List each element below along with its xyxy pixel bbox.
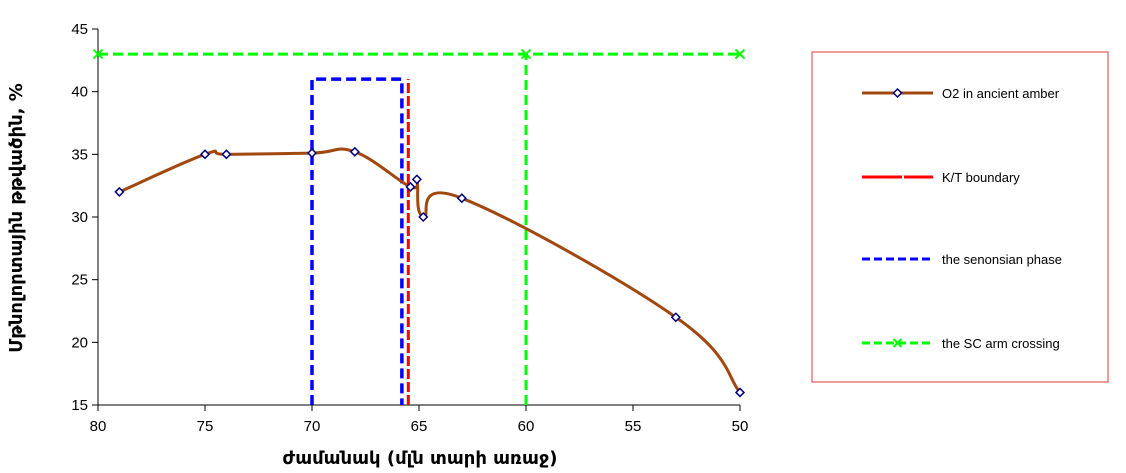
y-tick-label: 40 — [71, 84, 88, 101]
data-point-o2 — [221, 149, 232, 160]
data-point-sc-arm — [92, 48, 104, 60]
y-tick-label: 30 — [71, 209, 88, 226]
x-tick-label: 50 — [732, 418, 749, 435]
legend-o2-label: O2 in ancient amber — [942, 86, 1060, 101]
x-axis-title: ժամանակ (մլն տարի առաջ) — [283, 448, 558, 469]
legend-sc-arm-marker — [892, 338, 903, 348]
legend-box — [811, 51, 1109, 383]
legend: O2 in ancient amber K/T boundary the senon… — [811, 51, 1109, 383]
legend-o2-marker — [892, 87, 903, 99]
legend-kt-boundary-label: K/T boundary — [942, 170, 1020, 185]
y-tick-label: 45 — [71, 21, 88, 38]
legend-sc-arm-label: the SC arm crossing — [942, 336, 1060, 351]
data-point-sc-arm — [734, 48, 746, 60]
data-point-o2 — [306, 148, 318, 159]
data-point-o2 — [734, 387, 746, 398]
y-tick-label: 35 — [71, 146, 88, 163]
y-tick-label: 15 — [71, 397, 88, 414]
data-point-o2 — [405, 181, 416, 192]
y-tick-label: 20 — [71, 334, 88, 351]
series-line-senonian — [310, 77, 404, 405]
data-point-sc-arm — [520, 48, 532, 60]
series-line-o2 — [118, 147, 742, 394]
data-point-o2 — [114, 186, 125, 197]
x-tick-label: 75 — [197, 418, 214, 435]
x-tick-label: 65 — [411, 418, 428, 435]
axes: 15 20 25 30 35 40 45 80 75 70 65 60 55 50 — [71, 21, 748, 435]
x-tick-label: 70 — [304, 418, 321, 435]
data-point-o2 — [199, 149, 211, 160]
plot-area — [92, 48, 746, 405]
y-tick-label: 25 — [71, 272, 88, 289]
data-point-o2 — [349, 146, 360, 157]
data-point-o2 — [670, 312, 681, 323]
x-tick-label: 60 — [518, 418, 535, 435]
data-point-o2 — [418, 211, 429, 223]
y-axis-title: Մթնոլորտային թթվածին, % — [6, 83, 27, 353]
legend-senonian-label: the senonsian phase — [942, 252, 1062, 267]
data-point-o2 — [411, 174, 422, 185]
data-point-o2 — [456, 193, 467, 204]
x-tick-label: 80 — [90, 418, 107, 435]
x-tick-label: 55 — [625, 418, 642, 435]
